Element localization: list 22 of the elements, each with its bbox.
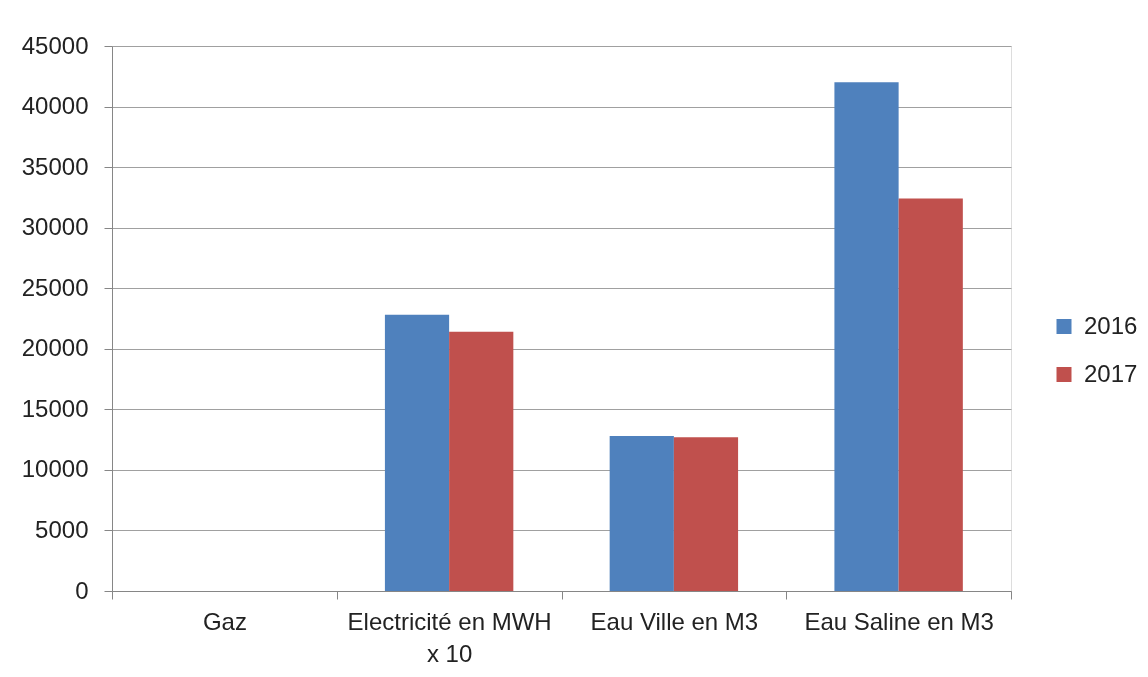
bar: [449, 331, 514, 591]
y-tick-label: 5000: [35, 515, 89, 543]
bar: [898, 198, 963, 591]
y-tick-label: 15000: [21, 394, 89, 422]
legend-label: 2017: [1084, 359, 1138, 387]
bar: [609, 435, 674, 591]
y-tick-label: 45000: [21, 31, 89, 59]
x-tick-label: Electricité en MWH x 10: [347, 607, 552, 667]
y-tick-label: 30000: [21, 213, 89, 241]
y-tick-label: 10000: [21, 455, 89, 483]
y-tick-label: 40000: [21, 92, 89, 120]
bar: [673, 437, 739, 591]
bar: [834, 82, 899, 591]
x-tick-label: Eau Ville en M3: [590, 607, 759, 635]
y-tick-label: 35000: [21, 152, 89, 180]
x-tick-label: Eau Saline en M3: [804, 607, 994, 635]
y-tick-label: 25000: [21, 273, 89, 301]
y-tick-label: 20000: [21, 334, 89, 362]
x-tick-label: Gaz: [202, 607, 247, 635]
y-tick-label: 0: [75, 576, 89, 604]
legend-label: 2016: [1084, 311, 1138, 339]
bar: [384, 314, 450, 591]
